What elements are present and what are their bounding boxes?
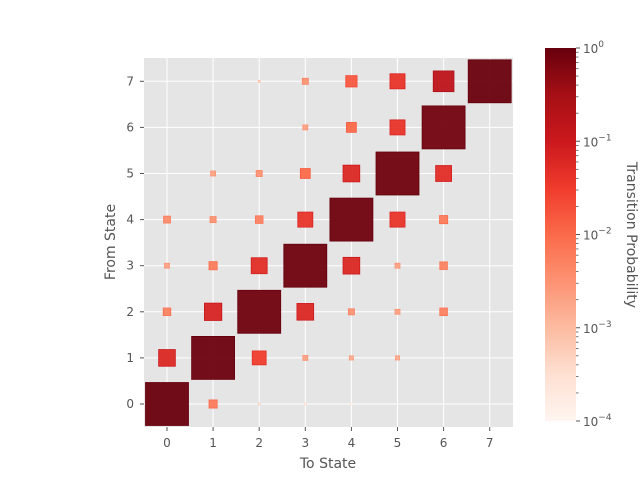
cell-3-6 — [439, 261, 448, 270]
cell-4-5 — [389, 211, 406, 228]
cell-1-4 — [348, 355, 354, 361]
cell-1-3 — [302, 355, 309, 361]
cell-2-1 — [204, 302, 223, 321]
cell-5-1 — [210, 170, 216, 177]
cell-5-5 — [375, 151, 420, 196]
x-axis-label: To State — [299, 456, 356, 472]
cell-5-2 — [255, 170, 263, 177]
x-tick-label: 6 — [440, 436, 448, 450]
cell-6-3 — [302, 124, 309, 131]
y-tick-label: 5 — [126, 167, 134, 181]
colorbar-tick-label: 10−1 — [583, 133, 612, 149]
cell-2-5 — [394, 308, 401, 315]
colorbar — [545, 48, 576, 421]
colorbar-tick-label: 10−4 — [583, 413, 612, 429]
cell-5-6 — [435, 165, 452, 182]
cell-7-6 — [432, 70, 455, 93]
cell-3-3 — [283, 243, 328, 288]
cell-1-2 — [251, 350, 267, 366]
heatmap-cells — [145, 59, 512, 426]
cell-3-5 — [394, 262, 401, 269]
cell-7-4 — [345, 75, 358, 88]
cell-4-6 — [439, 215, 449, 225]
x-tick-label: 0 — [163, 436, 171, 450]
cell-6-4 — [346, 122, 357, 133]
y-tick-label: 1 — [126, 351, 134, 365]
cell-2-2 — [237, 289, 282, 334]
colorbar-tick-label: 10−3 — [583, 320, 612, 336]
colorbar-tick-label: 10−2 — [583, 227, 612, 243]
cell-2-4 — [347, 308, 355, 316]
cell-7-7 — [467, 59, 512, 104]
y-tick-label: 0 — [126, 397, 134, 411]
y-tick-label: 2 — [126, 305, 134, 319]
colorbar-tick-label: 100 — [583, 40, 604, 56]
cell-5-3 — [299, 168, 311, 179]
x-tick-label: 1 — [209, 436, 217, 450]
cell-2-0 — [162, 307, 172, 317]
colorbar-ticks: 100 10−1 10−2 10−3 10−4 — [576, 40, 612, 429]
cell-0-0 — [145, 382, 189, 426]
x-axis-ticks: 0 1 2 3 4 5 6 7 — [163, 427, 494, 450]
cell-1-0 — [158, 349, 176, 367]
y-tick-label: 6 — [126, 120, 134, 134]
cell-4-0 — [163, 215, 171, 224]
x-tick-label: 3 — [301, 436, 309, 450]
y-tick-label: 7 — [126, 74, 134, 88]
cell-0-2 — [257, 402, 261, 406]
cell-0-3 — [303, 402, 307, 406]
cell-7-5 — [389, 73, 406, 90]
cell-4-1 — [209, 216, 217, 224]
cell-0-1 — [208, 399, 218, 409]
cell-7-2 — [257, 79, 261, 83]
cell-6-5 — [389, 119, 406, 136]
cell-4-2 — [254, 215, 264, 224]
cell-7-3 — [301, 77, 309, 85]
y-tick-label: 3 — [126, 259, 134, 273]
cell-1-5 — [394, 355, 401, 361]
cell-3-0 — [164, 262, 170, 269]
y-axis-ticks: 0 1 2 3 4 5 6 7 — [126, 74, 144, 411]
y-tick-label: 4 — [126, 213, 134, 227]
cell-2-6 — [439, 307, 448, 317]
y-axis-label: From State — [103, 204, 119, 280]
cell-4-4 — [329, 197, 374, 242]
x-tick-label: 7 — [486, 436, 494, 450]
cell-3-2 — [250, 257, 268, 275]
x-tick-label: 5 — [394, 436, 402, 450]
cell-5-4 — [342, 164, 361, 183]
cell-3-1 — [208, 261, 218, 271]
grid-lines — [144, 58, 513, 427]
x-tick-label: 2 — [255, 436, 263, 450]
cell-3-4 — [342, 256, 361, 275]
cell-4-3 — [297, 211, 314, 228]
colorbar-label: Transition Probability — [623, 161, 639, 308]
cell-0-4 — [349, 402, 353, 406]
cell-1-1 — [191, 335, 236, 380]
x-tick-label: 4 — [348, 436, 356, 450]
cell-2-3 — [296, 303, 315, 321]
cell-6-6 — [421, 105, 466, 150]
